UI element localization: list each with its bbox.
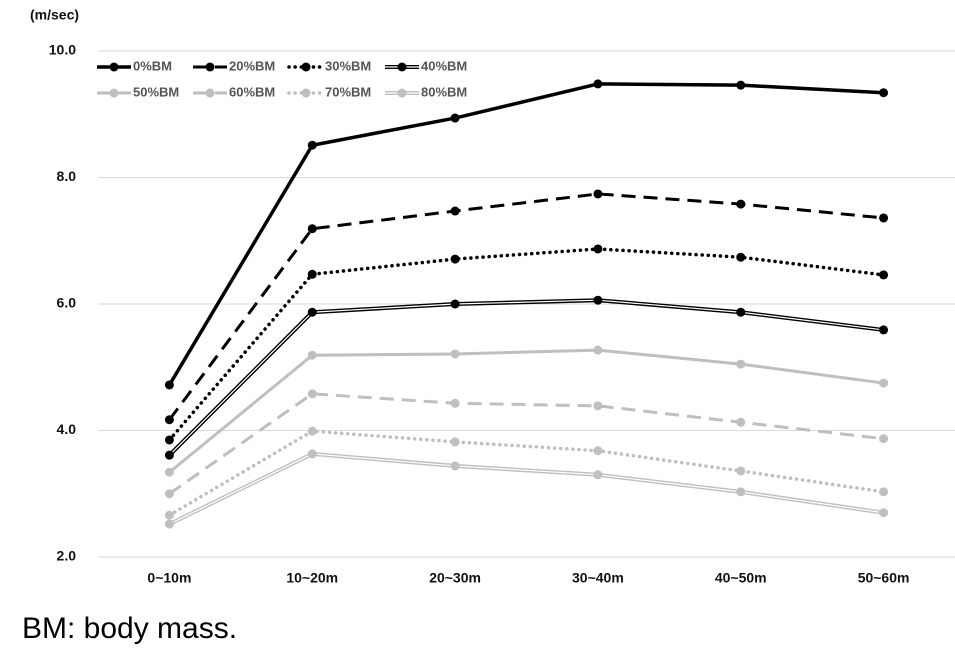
y-axis-label: (m/sec) [30,7,79,23]
series-line [168,298,884,457]
y-tick-label: 10.0 [49,42,76,58]
data-point [879,434,889,444]
legend-label: 40%BM [421,58,467,73]
data-point [164,380,174,390]
data-point [164,450,174,460]
y-tick-label: 8.0 [57,168,77,184]
x-tick-label: 20~30m [429,570,481,586]
data-point [736,307,746,317]
y-tick-label: 4.0 [57,421,77,437]
data-point [164,435,174,445]
data-point [307,140,317,150]
series-line [167,82,884,386]
data-point [593,345,603,355]
data-point [736,80,746,90]
series-line [168,451,884,526]
data-point [164,467,174,477]
data-point [593,401,603,411]
data-point [164,519,174,529]
x-tick-label: 40~50m [715,570,767,586]
data-point [450,206,460,216]
data-point [593,189,603,199]
data-point [593,446,603,456]
data-point [450,437,460,447]
legend-marker [205,88,215,98]
data-point [736,487,746,497]
data-point [879,213,889,223]
x-tick-label: 10~20m [286,570,338,586]
data-point [450,398,460,408]
data-point [736,466,746,476]
legend-marker [397,62,407,72]
data-point [593,244,603,254]
data-point [879,378,889,388]
legend-marker [301,88,311,98]
legend-label: 70%BM [325,84,371,99]
x-tick-label: 30~40m [572,570,624,586]
series-line-inner [169,453,884,525]
legend-marker [109,62,119,72]
data-point [736,359,746,369]
legend-marker [109,88,119,98]
data-point [307,389,317,399]
data-point [164,510,174,520]
series-line-inner [168,299,884,456]
data-point [879,508,889,518]
legend-marker [301,62,311,72]
legend-marker [397,88,407,98]
legend-label: 80%BM [421,84,467,99]
data-point [307,350,317,360]
data-point [307,449,317,459]
data-point [450,461,460,471]
data-point [307,224,317,234]
data-point [593,295,603,305]
data-point [307,269,317,279]
series-line [168,192,884,421]
series-line [168,392,884,495]
data-point [593,470,603,480]
data-point [450,113,460,123]
data-point [307,307,317,317]
data-point [736,417,746,427]
x-tick-label: 50~60m [858,570,910,586]
data-point [450,299,460,309]
data-point [879,325,889,335]
data-point [879,487,889,497]
data-point [736,199,746,209]
series-line [168,348,884,474]
data-point [164,489,174,499]
legend-marker [205,62,215,72]
x-tick-label: 0~10m [147,570,191,586]
data-point [879,88,889,98]
caption: BM: body mass. [22,612,237,645]
series-line [167,247,886,442]
legend-label: 0%BM [133,58,172,73]
legend-label: 30%BM [325,58,371,73]
data-point [450,349,460,359]
data-point [307,426,317,436]
data-point [450,254,460,264]
legend-label: 60%BM [229,84,275,99]
data-point [593,79,603,89]
legend-label: 50%BM [133,84,179,99]
y-tick-label: 6.0 [57,295,77,311]
y-tick-label: 2.0 [57,548,77,564]
legend-label: 20%BM [229,58,275,73]
data-point [164,415,174,425]
data-point [736,252,746,262]
data-point [879,270,889,280]
